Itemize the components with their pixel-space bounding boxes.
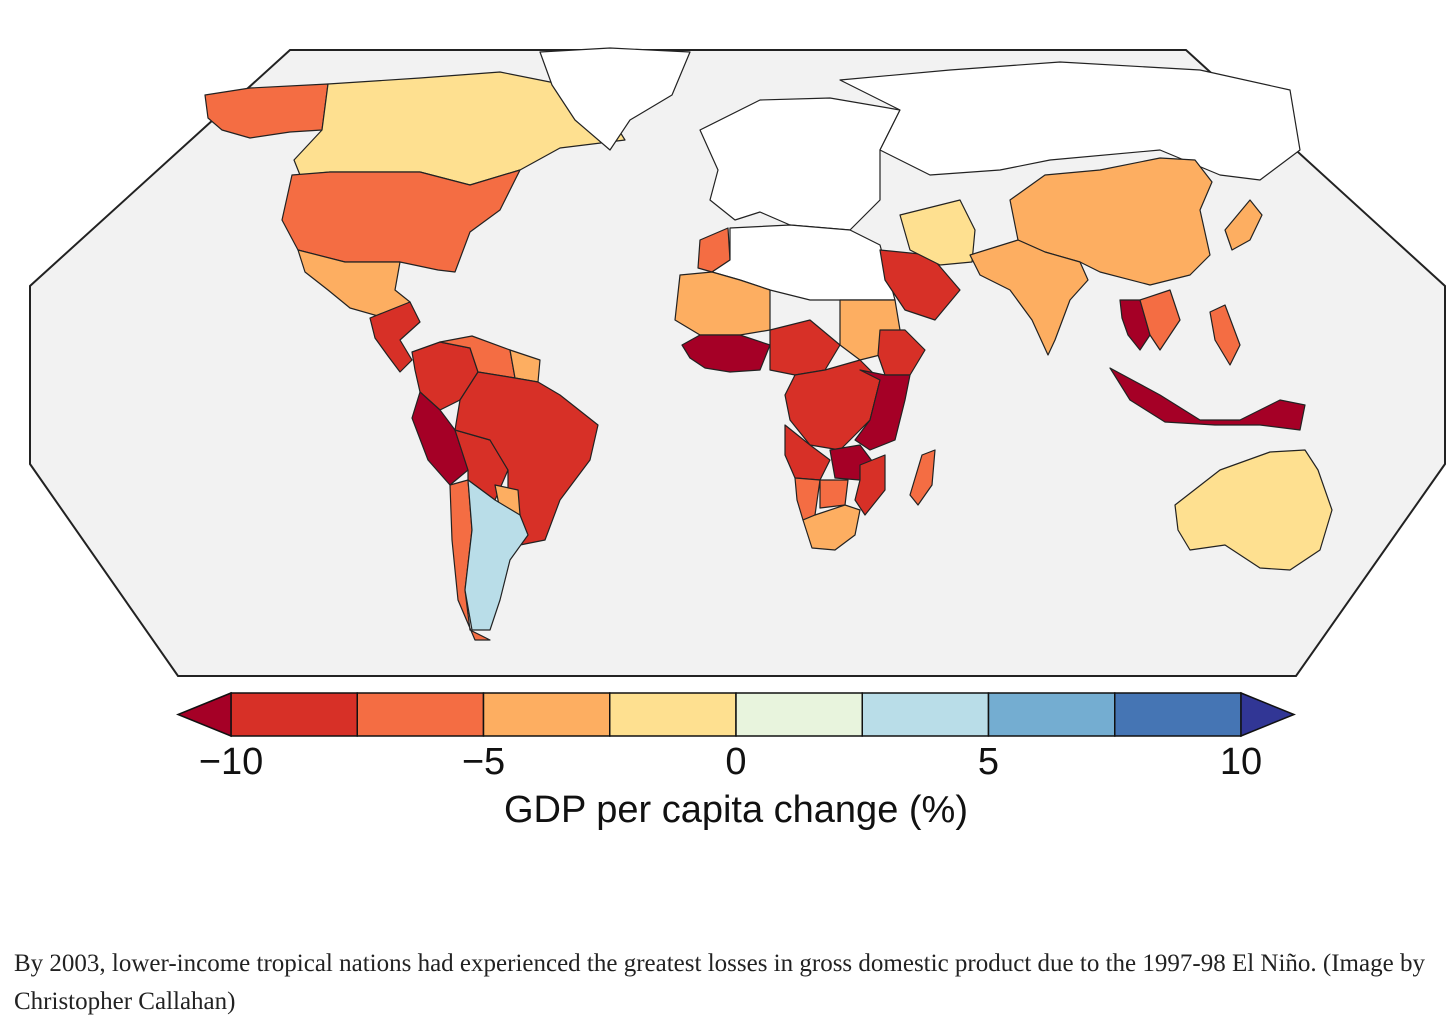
- region-central-africa: [784, 359, 881, 451]
- figure-caption: By 2003, lower-income tropical nations h…: [14, 950, 1425, 1015]
- region-south-africa: [802, 504, 861, 551]
- colorbar-under-arrow: [176, 691, 232, 738]
- colorbar-tick-label: 0: [725, 741, 746, 783]
- region-iran: [899, 199, 976, 266]
- colorbar-over-arrow: [1240, 691, 1296, 738]
- colorbar-tick-label: −10: [199, 741, 263, 783]
- colorbar-bin-5: [861, 692, 990, 737]
- colorbar-tick-label: 10: [1220, 741, 1262, 783]
- world-map: [29, 47, 1446, 677]
- region-india: [969, 239, 1089, 356]
- region-greenland: [539, 47, 691, 151]
- region-russia: [839, 61, 1301, 181]
- colorbar-bin-4: [735, 692, 863, 737]
- region-brazil: [454, 371, 599, 546]
- region-indochina: [1139, 289, 1181, 351]
- region-peru: [411, 391, 469, 486]
- region-europe: [699, 97, 901, 231]
- colorbar-bin-1: [356, 692, 485, 737]
- colorbar-bin-7: [1114, 692, 1242, 737]
- region-australia: [1174, 449, 1333, 571]
- region-alaska: [204, 83, 329, 139]
- colorbar-bin-6: [987, 692, 1116, 737]
- region-indonesia: [1109, 367, 1306, 431]
- colorbar-cells: [176, 691, 1296, 738]
- region-japan: [1224, 199, 1263, 251]
- region-central-america: [369, 301, 421, 373]
- region-east-africa: [854, 369, 911, 451]
- colorbar-title: GDP per capita change (%): [504, 789, 968, 831]
- region-botswana: [819, 479, 849, 509]
- region-west-africa-coast: [681, 334, 771, 373]
- land-regions: [204, 47, 1333, 641]
- region-argentina: [464, 479, 529, 631]
- colorbar-bin-0: [230, 692, 358, 737]
- colorbar-bin-3: [609, 692, 737, 737]
- region-philippines: [1209, 304, 1241, 366]
- region-madagascar: [909, 449, 936, 506]
- region-mozambique: [854, 454, 886, 516]
- colorbar-tick-label: 5: [978, 741, 999, 783]
- colorbar-bin-2: [482, 692, 611, 737]
- colorbar-tick-label: −5: [462, 741, 505, 783]
- colorbar-ticks: −10 −5 0 5 10: [199, 741, 1262, 783]
- colorbar: −10 −5 0 5 10 GDP per capita change (%): [176, 691, 1296, 831]
